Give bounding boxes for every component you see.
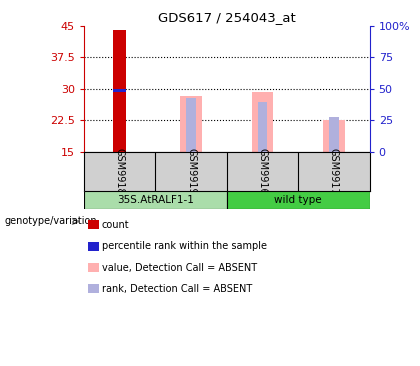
Bar (257, 102, 268, 152)
Text: rank, Detection Call = ABSENT: rank, Detection Call = ABSENT (102, 284, 252, 294)
Bar (186, 98, 196, 152)
Text: GSM9917: GSM9917 (329, 148, 339, 195)
Bar (227, 191, 370, 209)
Text: GSM9919: GSM9919 (186, 148, 196, 195)
Bar (113, 30, 126, 152)
Bar (181, 96, 202, 152)
Text: 35S.AtRALF1-1: 35S.AtRALF1-1 (117, 195, 194, 205)
Bar (329, 117, 339, 152)
Text: count: count (102, 220, 129, 230)
Text: GSM9918: GSM9918 (115, 148, 125, 195)
Text: genotype/variation: genotype/variation (4, 216, 97, 227)
Bar (252, 92, 273, 152)
Text: percentile rank within the sample: percentile rank within the sample (102, 241, 267, 251)
Text: value, Detection Call = ABSENT: value, Detection Call = ABSENT (102, 262, 257, 273)
Text: GSM9916: GSM9916 (257, 148, 268, 195)
Title: GDS617 / 254043_at: GDS617 / 254043_at (158, 11, 296, 25)
Bar (323, 120, 344, 152)
Bar (113, 89, 126, 92)
Text: wild type: wild type (274, 195, 322, 205)
Bar (84, 191, 227, 209)
